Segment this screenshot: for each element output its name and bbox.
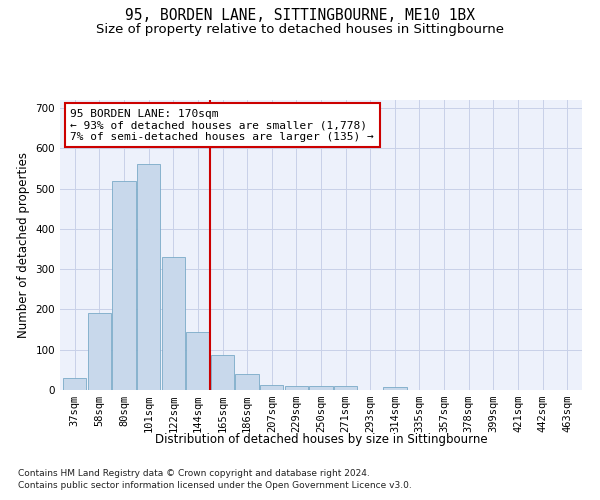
Bar	[186, 332, 209, 390]
Bar	[235, 374, 259, 390]
Text: 95, BORDEN LANE, SITTINGBOURNE, ME10 1BX: 95, BORDEN LANE, SITTINGBOURNE, ME10 1BX	[125, 8, 475, 22]
Bar	[260, 385, 283, 390]
Bar	[88, 314, 111, 390]
Bar	[161, 257, 185, 390]
Bar	[211, 354, 234, 390]
Text: Contains public sector information licensed under the Open Government Licence v3: Contains public sector information licen…	[18, 481, 412, 490]
Text: Size of property relative to detached houses in Sittingbourne: Size of property relative to detached ho…	[96, 22, 504, 36]
Text: Contains HM Land Registry data © Crown copyright and database right 2024.: Contains HM Land Registry data © Crown c…	[18, 468, 370, 477]
Bar	[383, 387, 407, 390]
Text: 95 BORDEN LANE: 170sqm
← 93% of detached houses are smaller (1,778)
7% of semi-d: 95 BORDEN LANE: 170sqm ← 93% of detached…	[70, 108, 374, 142]
Bar	[112, 180, 136, 390]
Bar	[63, 378, 86, 390]
Y-axis label: Number of detached properties: Number of detached properties	[17, 152, 30, 338]
Bar	[137, 164, 160, 390]
Bar	[284, 386, 308, 390]
Bar	[310, 386, 332, 390]
Text: Distribution of detached houses by size in Sittingbourne: Distribution of detached houses by size …	[155, 432, 487, 446]
Bar	[334, 386, 358, 390]
